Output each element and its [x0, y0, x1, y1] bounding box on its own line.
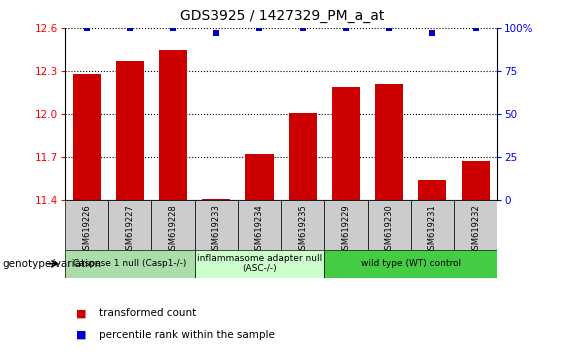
Text: inflammasome adapter null
(ASC-/-): inflammasome adapter null (ASC-/-) [197, 254, 322, 273]
Bar [151, 200, 194, 250]
Bar [116, 61, 144, 200]
Point [428, 31, 437, 36]
Bar [108, 200, 151, 250]
Point [298, 25, 307, 31]
Text: genotype/variation: genotype/variation [3, 259, 102, 269]
Bar [324, 250, 497, 278]
Point [341, 25, 350, 31]
Point [385, 25, 394, 31]
Point [168, 25, 177, 31]
Point [212, 31, 221, 36]
Bar [159, 50, 187, 200]
Point [255, 25, 264, 31]
Text: wild type (WT) control: wild type (WT) control [360, 259, 461, 268]
Text: GDS3925 / 1427329_PM_a_at: GDS3925 / 1427329_PM_a_at [180, 9, 385, 23]
Bar [411, 200, 454, 250]
Text: GSM619232: GSM619232 [471, 204, 480, 255]
Bar [289, 113, 317, 200]
Bar [72, 74, 101, 200]
Text: GSM619235: GSM619235 [298, 204, 307, 255]
Bar [281, 200, 324, 250]
Text: transformed count: transformed count [99, 308, 196, 318]
Bar [418, 180, 446, 200]
Bar [65, 250, 194, 278]
Bar [375, 84, 403, 200]
Text: percentile rank within the sample: percentile rank within the sample [99, 330, 275, 339]
Bar [324, 200, 368, 250]
Point [471, 25, 480, 31]
Point [82, 25, 91, 31]
Text: GSM619227: GSM619227 [125, 204, 134, 255]
Bar [202, 199, 231, 200]
Bar [332, 87, 360, 200]
Text: GSM619234: GSM619234 [255, 204, 264, 255]
Text: GSM619226: GSM619226 [82, 204, 91, 255]
Text: GSM619228: GSM619228 [168, 204, 177, 255]
Bar [462, 161, 490, 200]
Bar [245, 154, 273, 200]
Bar [238, 200, 281, 250]
Bar [194, 200, 238, 250]
Bar [367, 200, 411, 250]
Bar [65, 200, 108, 250]
Text: GSM619230: GSM619230 [385, 204, 394, 255]
Text: ■: ■ [76, 330, 87, 339]
Text: ■: ■ [76, 308, 87, 318]
Text: GSM619229: GSM619229 [341, 204, 350, 255]
Point [125, 25, 134, 31]
Bar [454, 200, 497, 250]
Text: GSM619233: GSM619233 [212, 204, 221, 255]
Text: GSM619231: GSM619231 [428, 204, 437, 255]
Bar [194, 250, 324, 278]
Text: Caspase 1 null (Casp1-/-): Caspase 1 null (Casp1-/-) [73, 259, 186, 268]
